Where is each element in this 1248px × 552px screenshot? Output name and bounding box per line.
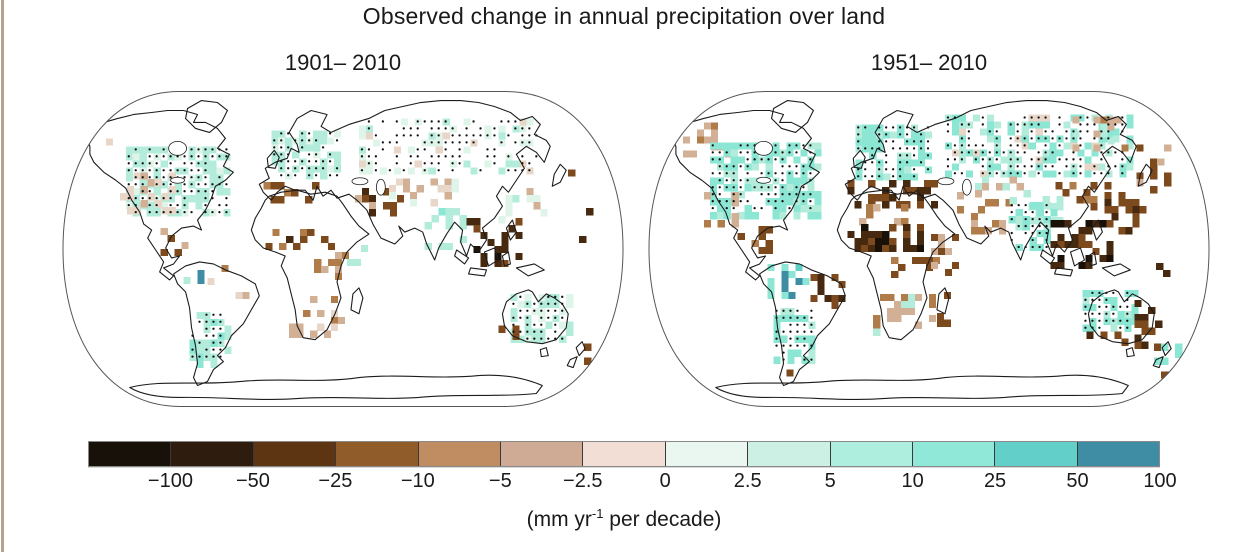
world-map-1901-2010	[62, 91, 624, 407]
colorbar-segment	[911, 442, 995, 466]
world-map-1951-2010	[648, 91, 1210, 407]
colorbar-segment	[829, 442, 912, 466]
stipple-layer	[711, 116, 1129, 361]
caption-superscript: -1	[591, 506, 604, 521]
colorbar-segment	[747, 442, 830, 466]
colorbar-segment	[335, 442, 418, 466]
caption-pre: (mm yr	[526, 508, 592, 531]
caption-post: per decade)	[603, 508, 722, 531]
map-frame	[648, 91, 1210, 407]
colorbar-segment	[582, 442, 665, 466]
colorbar-segment	[252, 442, 336, 466]
colorbar-units-caption: (mm yr-1 per decade)	[0, 506, 1248, 532]
colorbar-tick-label: 2.5	[733, 470, 762, 492]
colorbar-segment	[1076, 442, 1160, 466]
colorbar-tick-label: −10	[400, 470, 435, 492]
colorbar-tick-label: 50	[1066, 470, 1089, 492]
colorbar-segment	[170, 442, 253, 466]
colorbar-tick-label: 100	[1143, 470, 1177, 492]
trend-cells-layer	[105, 118, 594, 368]
colorbar-tick-label: −50	[235, 470, 270, 492]
colorbar-tick-label: 0	[659, 470, 671, 492]
colorbar-tick-label: 25	[983, 470, 1007, 492]
colorbar-segment	[417, 442, 500, 466]
figure-title: Observed change in annual precipitation …	[362, 3, 886, 29]
coastlines-layer	[671, 99, 1172, 400]
colorbar-tick-label: −5	[488, 470, 512, 492]
colorbar-tick-label: −2.5	[563, 470, 603, 492]
colorbar-segment	[664, 442, 748, 466]
colorbar-scale	[88, 441, 1160, 467]
colorbar-tick-label: 5	[824, 470, 836, 492]
colorbar-segment	[89, 442, 171, 466]
colorbar-tick-label: −25	[318, 470, 353, 492]
colorbar-tick-label: 10	[901, 470, 924, 492]
map-frame	[62, 91, 624, 407]
colorbar-segment	[994, 442, 1077, 466]
lakes-layer	[754, 140, 972, 196]
colorbar-tick-label: −100	[147, 470, 193, 492]
map-subtitle-1901-2010: 1901– 2010	[284, 50, 402, 75]
colorbar-segment	[499, 442, 583, 466]
map-subtitle-1951-2010: 1951– 2010	[870, 50, 988, 75]
lakes-layer	[168, 140, 386, 196]
colorbar-tick-labels: −100 −50 −25 −10 −5 −2.5 0 2.5 5 10 25 50 100	[88, 470, 1177, 496]
coastlines-layer	[85, 99, 586, 400]
page-left-border	[1, 0, 4, 552]
